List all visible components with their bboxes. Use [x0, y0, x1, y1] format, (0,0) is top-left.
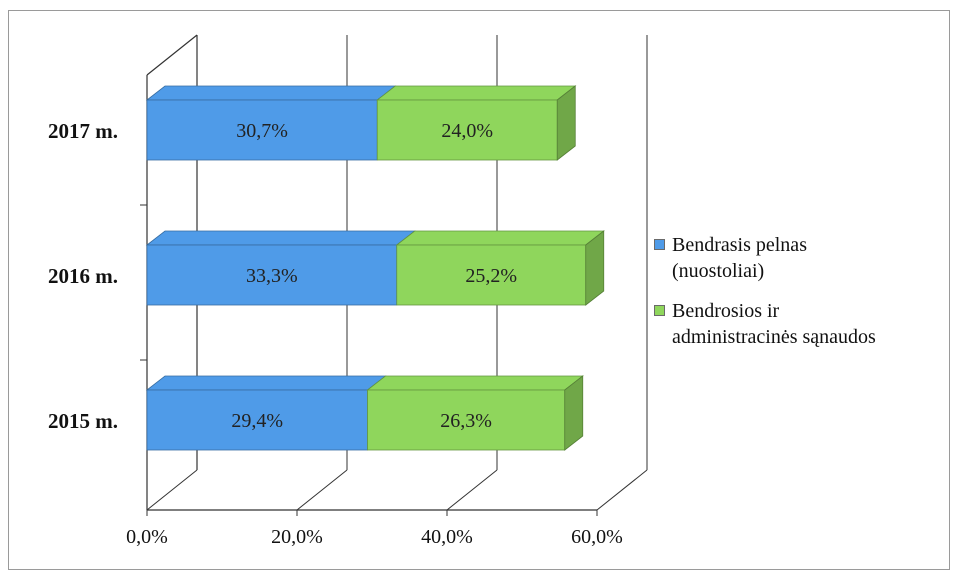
bar-segment-0: [146, 389, 368, 451]
data-label: 29,4%: [231, 410, 283, 432]
floor-gridline-1: [296, 469, 348, 511]
bar-side: [564, 375, 584, 451]
legend-item-admin-expenses: Bendrosios ir administracinės sąnaudos: [652, 298, 952, 350]
bar-top-0: [145, 375, 387, 391]
legend-label-admin-expenses-line2: administracinės sąnaudos: [672, 326, 876, 348]
legend-label-admin-expenses-line1: Bendrosios ir: [672, 300, 780, 322]
bar-segment-1: [367, 389, 566, 451]
left-wall-top-edge: [146, 34, 198, 76]
bar-side: [556, 85, 576, 161]
x-tick-label: 20,0%: [271, 526, 323, 548]
category-label: 2017 m.: [48, 119, 118, 143]
floor-gridline-2: [446, 469, 498, 511]
x-tick-label: 40,0%: [421, 526, 473, 548]
bar-group: [145, 85, 605, 451]
legend-label-gross-profit-line1: Bendrasis pelnas: [672, 234, 807, 256]
label-group: 0,0% 20,0% 40,0% 60,0% 30,7% 24,0% 2017 m. 33,3…: [48, 119, 623, 548]
x-tick-label: 60,0%: [571, 526, 623, 548]
legend-swatch-gross-profit: [654, 239, 665, 250]
bar-top-1: [376, 85, 577, 101]
data-label: 26,3%: [440, 410, 492, 432]
bar-top-1: [395, 230, 605, 246]
bar-side: [585, 230, 605, 306]
category-label: 2016 m.: [48, 264, 118, 288]
bar-top-1: [366, 375, 584, 391]
category-label: 2015 m.: [48, 409, 118, 433]
data-label: 24,0%: [441, 120, 493, 142]
floor-gridline-3: [596, 469, 648, 511]
bar-top-0: [145, 230, 416, 246]
floor-gridline-0: [146, 469, 198, 511]
bar-top-0: [145, 85, 397, 101]
legend-label-gross-profit-line2: (nuostoliai): [672, 260, 765, 282]
legend: Bendrasis pelnas (nuostoliai) Bendrosios…: [652, 232, 952, 364]
bar-segment-0: [146, 244, 398, 306]
bar-segment-0: [146, 99, 378, 161]
bar-segment-1: [376, 99, 558, 161]
bar-segment-1: [396, 244, 587, 306]
legend-item-gross-profit: Bendrasis pelnas (nuostoliai): [652, 232, 952, 284]
data-label: 30,7%: [236, 120, 288, 142]
data-label: 33,3%: [246, 265, 298, 287]
data-label: 25,2%: [465, 265, 517, 287]
x-tick-label: 0,0%: [126, 526, 168, 548]
legend-swatch-admin-expenses: [654, 305, 665, 316]
